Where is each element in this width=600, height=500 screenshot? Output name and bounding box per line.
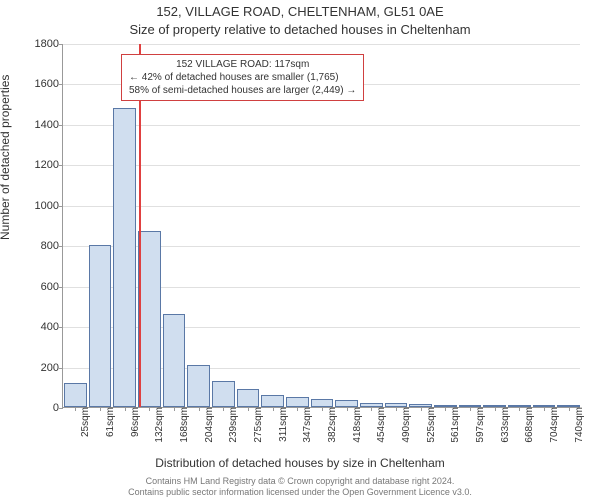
xtick-mark [248,407,249,411]
xtick-mark [347,407,348,411]
xtick-mark [149,407,150,411]
xtick-mark [519,407,520,411]
xtick-mark [569,407,570,411]
xtick-mark [100,407,101,411]
plot-area: 02004006008001000120014001600180025sqm61… [62,44,580,408]
xtick-mark [75,407,76,411]
ytick-label: 600 [41,281,63,293]
y-axis-label: Number of detached properties [0,75,12,240]
chart-title-line2: Size of property relative to detached ho… [0,22,600,37]
ytick-label: 800 [41,240,63,252]
ytick-label: 1400 [35,119,63,131]
footer-line1: Contains HM Land Registry data © Crown c… [0,476,600,487]
chart-container: 152, VILLAGE ROAD, CHELTENHAM, GL51 0AE … [0,0,600,500]
histogram-bar [335,400,358,407]
chart-title-line1: 152, VILLAGE ROAD, CHELTENHAM, GL51 0AE [0,4,600,19]
xtick-label: 740sqm [572,407,585,443]
xtick-mark [223,407,224,411]
histogram-bar [138,231,161,407]
histogram-bar [64,383,87,407]
xtick-label: 132sqm [152,407,165,443]
xtick-label: 61sqm [103,407,116,437]
ytick-label: 1200 [35,159,63,171]
ytick-label: 200 [41,362,63,374]
footer-attribution: Contains HM Land Registry data © Crown c… [0,476,600,498]
histogram-bar [113,108,136,407]
xtick-label: 561sqm [448,407,461,443]
xtick-label: 311sqm [276,407,289,442]
histogram-bar [311,399,334,407]
xtick-label: 454sqm [374,407,387,443]
ytick-label: 400 [41,321,63,333]
xtick-label: 668sqm [522,407,535,443]
xtick-label: 239sqm [226,407,239,443]
xtick-label: 633sqm [498,407,511,443]
xtick-label: 704sqm [547,407,560,443]
xtick-label: 204sqm [202,407,215,443]
ytick-label: 1800 [35,38,63,50]
xtick-mark [495,407,496,411]
histogram-bar [237,389,260,407]
footer-line2: Contains public sector information licen… [0,487,600,498]
annotation-line: ← 42% of detached houses are smaller (1,… [129,71,356,84]
annotation-line: 152 VILLAGE ROAD: 117sqm [129,58,356,71]
xtick-label: 25sqm [78,407,91,437]
xtick-mark [174,407,175,411]
histogram-bar [261,395,284,407]
histogram-bar [89,245,112,407]
xtick-label: 490sqm [399,407,412,443]
xtick-label: 597sqm [473,407,486,443]
ytick-label: 0 [53,402,63,414]
xtick-label: 168sqm [177,407,190,443]
xtick-mark [445,407,446,411]
xtick-mark [544,407,545,411]
xtick-mark [421,407,422,411]
annotation-line: 58% of semi-detached houses are larger (… [129,84,356,97]
xtick-mark [396,407,397,411]
xtick-mark [470,407,471,411]
xtick-mark [371,407,372,411]
histogram-bar [212,381,235,407]
xtick-label: 347sqm [300,407,313,443]
ytick-label: 1600 [35,78,63,90]
histogram-bar [187,365,210,407]
xtick-mark [273,407,274,411]
x-axis-label: Distribution of detached houses by size … [0,456,600,470]
annotation-box: 152 VILLAGE ROAD: 117sqm← 42% of detache… [121,54,364,101]
ytick-label: 1000 [35,200,63,212]
xtick-label: 96sqm [128,407,141,437]
xtick-label: 525sqm [424,407,437,443]
xtick-mark [199,407,200,411]
histogram-bar [286,397,309,407]
xtick-mark [322,407,323,411]
xtick-label: 382sqm [325,407,338,443]
histogram-bar [163,314,186,407]
xtick-label: 275sqm [251,407,264,443]
xtick-mark [125,407,126,411]
xtick-mark [297,407,298,411]
xtick-label: 418sqm [350,407,363,443]
